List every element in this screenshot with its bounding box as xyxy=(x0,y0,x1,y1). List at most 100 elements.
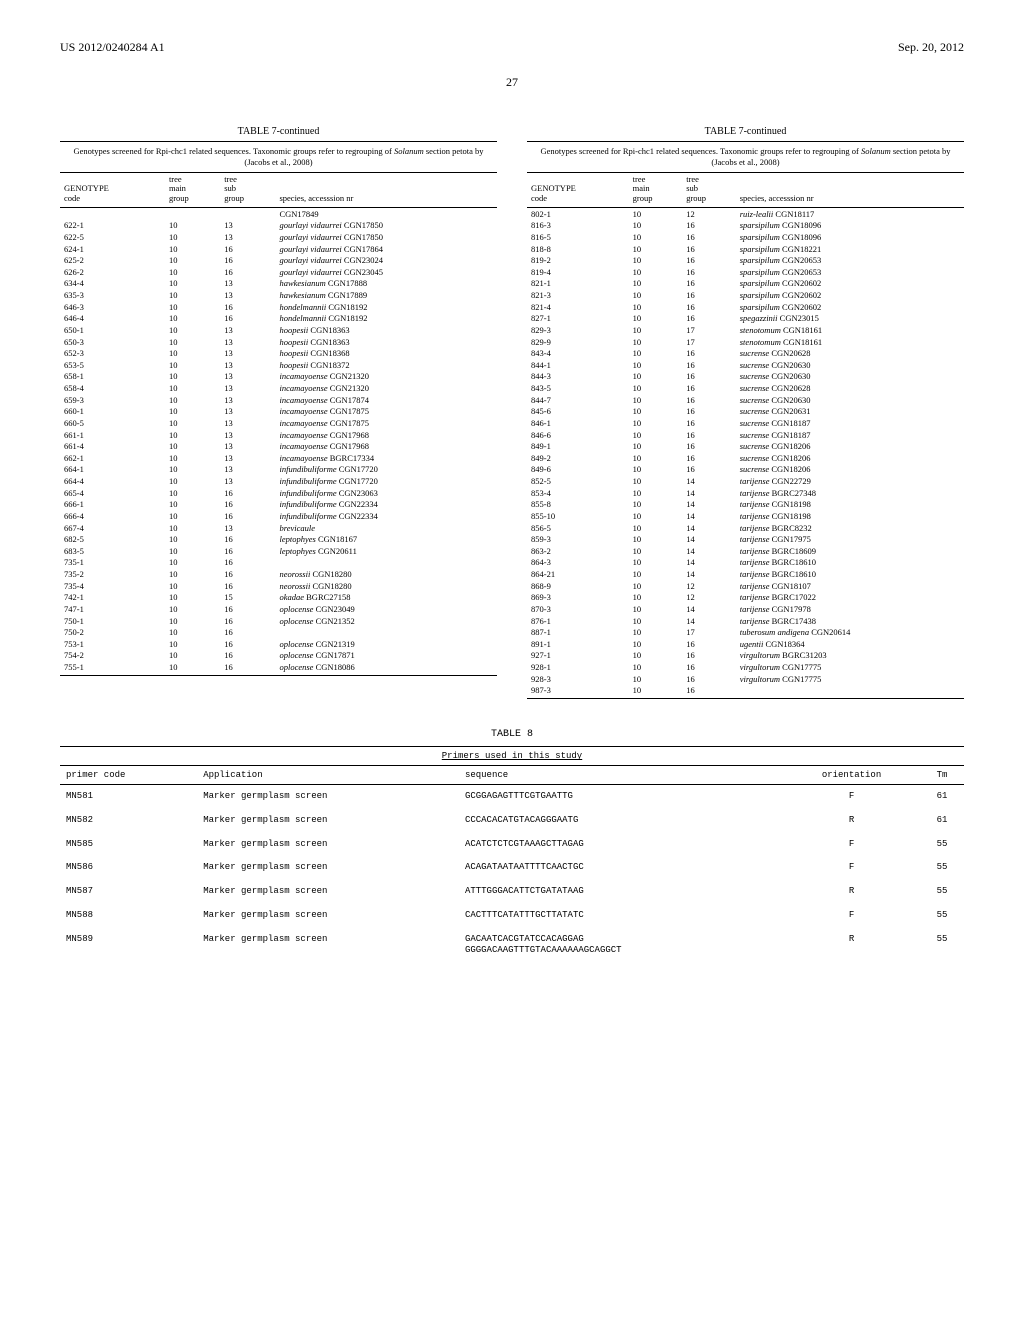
table-row: 735-41016neorossii CGN18280 xyxy=(60,580,497,592)
table-row: 863-21014tarijense BGRC18609 xyxy=(527,545,964,557)
table-row: 661-11013incamayoense CGN17968 xyxy=(60,429,497,441)
table-row: 869-31012tarijense BGRC17022 xyxy=(527,592,964,604)
table-row: 666-11016infundibuliforme CGN22334 xyxy=(60,499,497,511)
table-row: MN586Marker germplasm screenACAGATAATAAT… xyxy=(60,856,964,880)
th-genotype: GENOTYPEcode xyxy=(60,173,165,206)
table-row: 750-21016 xyxy=(60,627,497,639)
table-row: 664-11013infundibuliforme CGN17720 xyxy=(60,464,497,476)
table-row: 816-31016sparsipilum CGN18096 xyxy=(527,220,964,232)
table-row: 754-21016oplocense CGN17871 xyxy=(60,650,497,662)
table-row: 870-31014tarijense CGN17978 xyxy=(527,603,964,615)
table-row: 928-31016virgultorum CGN17775 xyxy=(527,673,964,685)
table-row: 682-51016leptophyes CGN18167 xyxy=(60,534,497,546)
table7-left-column: TABLE 7-continued Genotypes screened for… xyxy=(60,120,497,699)
table-row: 659-31013incamayoense CGN17874 xyxy=(60,394,497,406)
table-row: 843-41016sucrense CGN20628 xyxy=(527,348,964,360)
table-row: 755-11016oplocense CGN18086 xyxy=(60,662,497,674)
table-row: 735-11016 xyxy=(60,557,497,569)
table-row: 658-11013incamayoense CGN21320 xyxy=(60,371,497,383)
table-row: 819-41016sparsipilum CGN20653 xyxy=(527,266,964,278)
table-row: 635-31013hawkesianum CGN17889 xyxy=(60,290,497,302)
th-species: species, accesssion nr xyxy=(275,173,497,206)
t8-th-primer: primer code xyxy=(60,766,197,785)
table-row: 816-51016sparsipilum CGN18096 xyxy=(527,231,964,243)
table7-left-subtitle: Genotypes screened for Rpi-chc1 related … xyxy=(60,141,497,172)
table8-title: TABLE 8 xyxy=(60,729,964,740)
th-genotype: GENOTYPEcode xyxy=(527,173,629,206)
table-row: 646-41016hondelmannii CGN18192 xyxy=(60,313,497,325)
table-row: 928-11016virgultorum CGN17775 xyxy=(527,662,964,674)
table-row: 846-11016sucrense CGN18187 xyxy=(527,417,964,429)
table-row: 843-51016sucrense CGN20628 xyxy=(527,383,964,395)
table-row: 887-11017tuberosum andigena CGN20614 xyxy=(527,627,964,639)
table-row: 662-11013incamayoense BGRC17334 xyxy=(60,452,497,464)
table-row: 660-11013incamayoense CGN17875 xyxy=(60,406,497,418)
table-row: 742-11015okadae BGRC27158 xyxy=(60,592,497,604)
table-row: 750-11016oplocense CGN21352 xyxy=(60,615,497,627)
table-row: 802-11012ruiz-lealii CGN18117 xyxy=(527,208,964,220)
publication-number: US 2012/0240284 A1 xyxy=(60,40,165,55)
table-row: 664-41013infundibuliforme CGN17720 xyxy=(60,476,497,488)
table-row: 665-41016infundibuliforme CGN23063 xyxy=(60,487,497,499)
table7-left-title: TABLE 7-continued xyxy=(60,126,497,137)
table-row: 658-41013incamayoense CGN21320 xyxy=(60,383,497,395)
table-row: 855-101014tarijense CGN18198 xyxy=(527,510,964,522)
table7-right: GENOTYPEcode treemaingroup treesubgroup … xyxy=(527,172,964,696)
th-sub: treesubgroup xyxy=(220,173,275,206)
table-row: 852-51014tarijense CGN22729 xyxy=(527,476,964,488)
table-row: 622-51013gourlayi vidaurrei CGN17850 xyxy=(60,231,497,243)
t8-th-orient: orientation xyxy=(783,766,920,785)
t8-th-app: Application xyxy=(197,766,459,785)
table8-body: MN581Marker germplasm screenGCGGAGAGTTTC… xyxy=(60,785,964,963)
table8-caption: Primers used in this study xyxy=(60,746,964,765)
table-row: 650-11013hoopesii CGN18363 xyxy=(60,324,497,336)
table-row: MN589Marker germplasm screenGACAATCACGTA… xyxy=(60,928,964,963)
table-row: 821-11016sparsipilum CGN20602 xyxy=(527,278,964,290)
table-row: 849-21016sucrense CGN18206 xyxy=(527,452,964,464)
table7-right-body: 802-11012ruiz-lealii CGN18117816-31016sp… xyxy=(527,208,964,697)
table-row: 653-51013hoopesii CGN18372 xyxy=(60,359,497,371)
table-row: 735-21016neorossii CGN18280 xyxy=(60,569,497,581)
th-sub: treesubgroup xyxy=(682,173,736,206)
table-row: 864-211014tarijense BGRC18610 xyxy=(527,569,964,581)
table-row: 652-31013hoopesii CGN18368 xyxy=(60,348,497,360)
table-row: MN587Marker germplasm screenATTTGGGACATT… xyxy=(60,880,964,904)
table-row: 661-41013incamayoense CGN17968 xyxy=(60,441,497,453)
th-main: treemaingroup xyxy=(629,173,683,206)
table-row: 622-11013gourlayi vidaurrei CGN17850 xyxy=(60,220,497,232)
table-row: 829-91017stenotomum CGN18161 xyxy=(527,336,964,348)
table-row: MN581Marker germplasm screenGCGGAGAGTTTC… xyxy=(60,785,964,809)
table-row: 855-81014tarijense CGN18198 xyxy=(527,499,964,511)
t8-th-seq: sequence xyxy=(459,766,783,785)
table-row: 927-11016virgultorum BGRC31203 xyxy=(527,650,964,662)
table7-right-title: TABLE 7-continued xyxy=(527,126,964,137)
table-row: 646-31016hondelmannii CGN18192 xyxy=(60,301,497,313)
table7-left: GENOTYPEcode treemaingroup treesubgroup … xyxy=(60,172,497,673)
table7-columns: TABLE 7-continued Genotypes screened for… xyxy=(60,120,964,699)
table-row: 864-31014tarijense BGRC18610 xyxy=(527,557,964,569)
table-row: 660-51013incamayoense CGN17875 xyxy=(60,417,497,429)
table-row: CGN17849 xyxy=(60,208,497,220)
table-row: 666-41016infundibuliforme CGN22334 xyxy=(60,510,497,522)
table-row: 844-71016sucrense CGN20630 xyxy=(527,394,964,406)
table-row: 844-31016sucrense CGN20630 xyxy=(527,371,964,383)
table-row: 634-41013hawkesianum CGN17888 xyxy=(60,278,497,290)
table-row: 821-41016sparsipilum CGN20602 xyxy=(527,301,964,313)
table-row: 844-11016sucrense CGN20630 xyxy=(527,359,964,371)
table-row: 845-61016sucrense CGN20631 xyxy=(527,406,964,418)
th-species: species, accesssion nr xyxy=(736,173,964,206)
t8-th-tm: Tm xyxy=(920,766,964,785)
table-row: 625-21016gourlayi vidaurrei CGN23024 xyxy=(60,255,497,267)
table-row: MN585Marker germplasm screenACATCTCTCGTA… xyxy=(60,833,964,857)
publication-date: Sep. 20, 2012 xyxy=(898,40,964,55)
table-row: 868-91012tarijense CGN18107 xyxy=(527,580,964,592)
table-row: 849-11016sucrense CGN18206 xyxy=(527,441,964,453)
table-row: MN582Marker germplasm screenCCCACACATGTA… xyxy=(60,809,964,833)
table8: primer code Application sequence orienta… xyxy=(60,765,964,963)
table-row: 753-11016oplocense CGN21319 xyxy=(60,638,497,650)
table-row: 821-31016sparsipilum CGN20602 xyxy=(527,290,964,302)
page-number: 27 xyxy=(60,75,964,90)
table7-left-body: CGN17849622-11013gourlayi vidaurrei CGN1… xyxy=(60,208,497,674)
table7-right-subtitle: Genotypes screened for Rpi-chc1 related … xyxy=(527,141,964,172)
table-row: MN588Marker germplasm screenCACTTTCATATT… xyxy=(60,904,964,928)
